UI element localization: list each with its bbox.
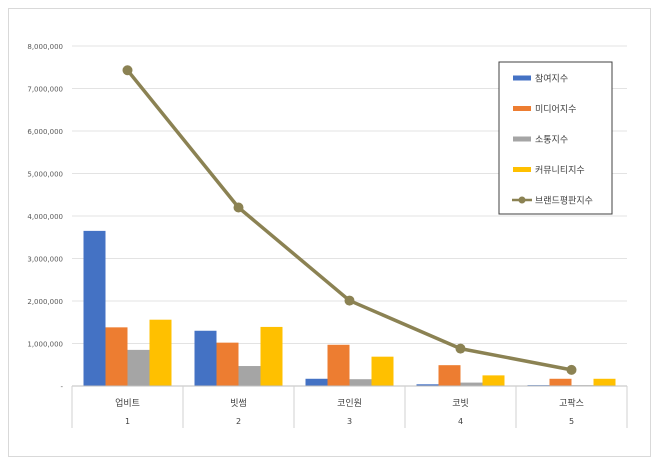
x-tick-label: 코인원: [337, 398, 362, 409]
y-tick-label: 8,000,000: [27, 43, 63, 51]
line-point: [455, 343, 466, 354]
x-tick-index: 2: [236, 417, 241, 426]
bar: [593, 378, 616, 386]
bar: [83, 230, 106, 386]
x-tick-label: 고팍스: [559, 398, 584, 409]
x-tick-index: 3: [347, 417, 352, 426]
bar: [105, 327, 128, 386]
x-tick-index: 4: [458, 417, 463, 426]
bar: [549, 378, 572, 386]
legend-point-swatch: [518, 196, 526, 204]
y-tick-label: -: [60, 383, 63, 391]
bar: [194, 330, 217, 386]
bar: [327, 344, 350, 386]
bar: [305, 378, 328, 386]
legend-label: 소통지수: [535, 135, 568, 146]
y-tick-label: 4,000,000: [27, 213, 63, 221]
bar: [349, 379, 372, 386]
line-point: [233, 202, 244, 213]
line-point: [344, 295, 355, 306]
bar: [371, 356, 394, 386]
bar: [416, 384, 439, 386]
legend-swatch: [513, 106, 531, 111]
legend-swatch: [513, 136, 531, 142]
legend-swatch: [513, 167, 531, 172]
y-tick-label: 5,000,000: [27, 171, 63, 179]
y-tick-label: 3,000,000: [27, 256, 63, 264]
bar: [238, 366, 261, 386]
bars: [83, 230, 616, 386]
x-tick-index: 5: [569, 417, 574, 426]
x-tick-label: 업비트: [115, 398, 140, 409]
y-axis-ticks: - 1,000,000 2,000,000 3,000,000 4,000,000 5,0…: [27, 43, 63, 391]
x-tick-label: 코빗: [452, 398, 469, 409]
legend-label: 참여지수: [535, 73, 568, 85]
y-tick-label: 7,000,000: [27, 86, 63, 94]
bar: [216, 342, 239, 386]
bar: [460, 382, 483, 386]
bar: [260, 326, 283, 386]
legend-label: 커뮤니티지수: [535, 165, 585, 176]
y-tick-label: 1,000,000: [27, 341, 63, 349]
brand-index-line: [122, 65, 577, 375]
legend-swatch: [513, 75, 531, 81]
bar: [149, 319, 172, 386]
y-tick-label: 6,000,000: [27, 128, 63, 136]
line-point: [122, 65, 133, 76]
y-tick-label: 2,000,000: [27, 298, 63, 306]
line-point: [566, 364, 577, 375]
bar: [438, 365, 461, 386]
x-tick-label: 빗썸: [230, 398, 247, 409]
x-tick-index: 1: [125, 417, 130, 426]
legend-label: 미디어지수: [535, 104, 576, 115]
bar: [127, 349, 150, 386]
bar: [482, 375, 505, 386]
legend-label: 브랜드평판지수: [535, 196, 593, 207]
x-axis: 업비트 1 빗썸 2 코인원 3 코빗 4 고팍스 5: [71, 385, 628, 428]
